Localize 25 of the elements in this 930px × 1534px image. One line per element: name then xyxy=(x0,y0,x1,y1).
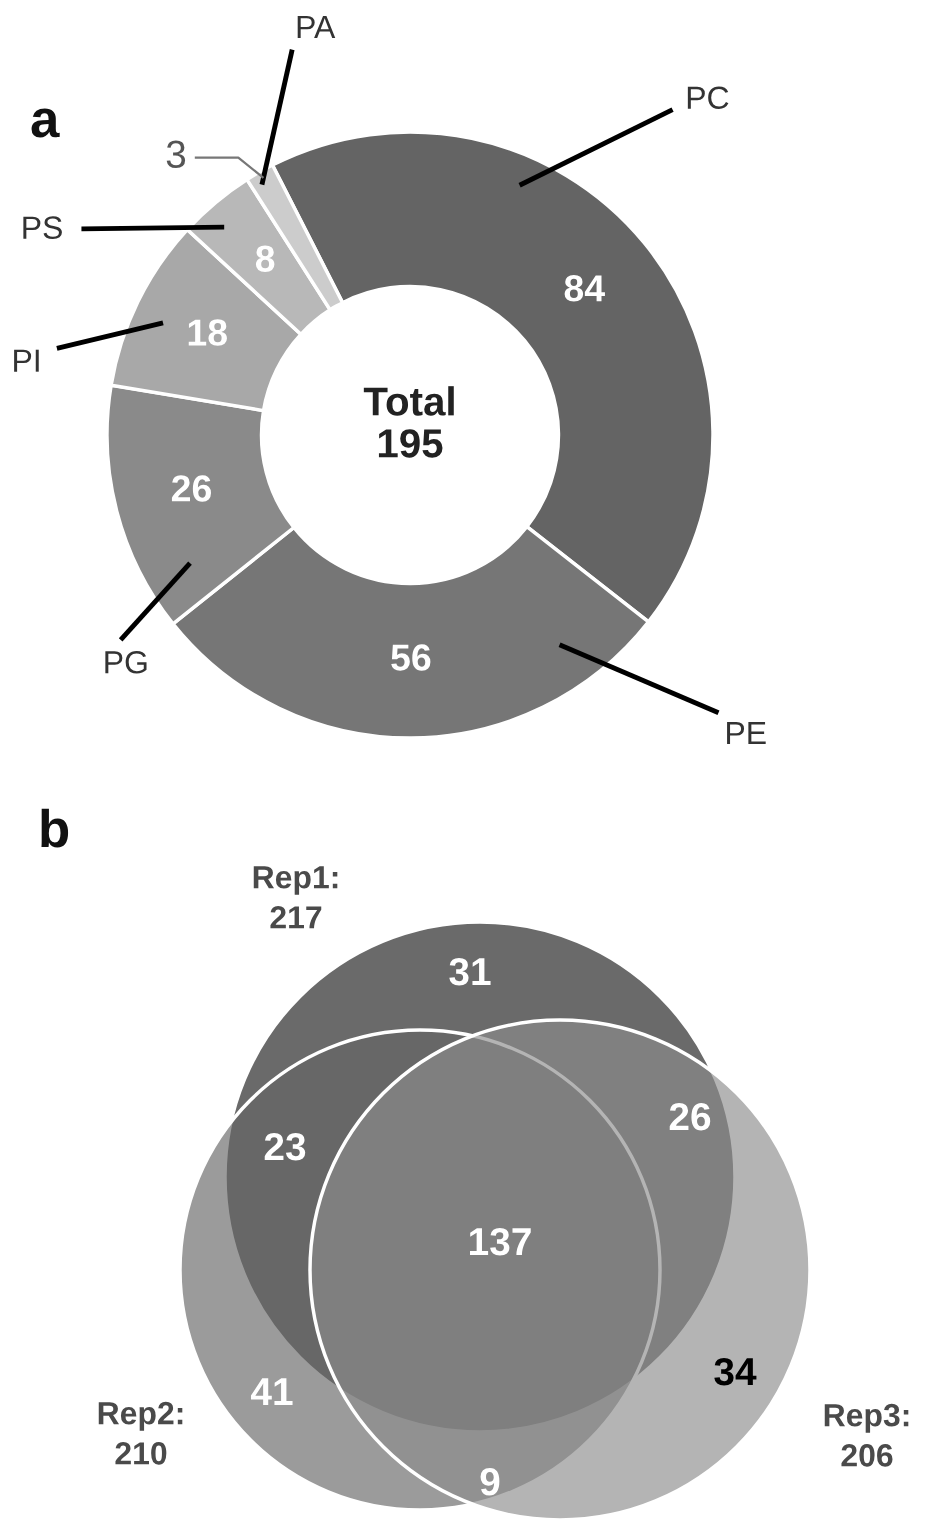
text: Rep3: 206 xyxy=(824,1403,909,1467)
text: Total 195 xyxy=(363,386,454,458)
data-label: 84 xyxy=(564,275,605,302)
text: b xyxy=(41,808,69,848)
text: 137 xyxy=(470,1227,531,1256)
text: Rep1: 217 xyxy=(253,866,338,929)
slice-label: PS xyxy=(23,216,62,239)
text: 26 xyxy=(669,1102,711,1131)
slice-label: PA xyxy=(297,15,336,38)
text: a xyxy=(31,108,60,138)
text: 9 xyxy=(480,1467,500,1496)
data-label: 3 xyxy=(166,140,186,168)
data-label: 56 xyxy=(391,644,431,671)
text: 23 xyxy=(264,1132,306,1161)
text: 34 xyxy=(714,1357,757,1386)
text: 31 xyxy=(449,957,491,986)
slice-label: PG xyxy=(105,650,147,674)
data-label: 18 xyxy=(188,319,227,346)
slice-label: PC xyxy=(687,86,729,110)
data-label: 8 xyxy=(255,245,275,272)
text: 41 xyxy=(250,1378,293,1406)
data-label: 26 xyxy=(171,475,211,502)
slice-label: PI xyxy=(14,349,39,372)
text: Rep2: 210 xyxy=(98,1401,183,1465)
slice-label: PE xyxy=(727,722,766,745)
